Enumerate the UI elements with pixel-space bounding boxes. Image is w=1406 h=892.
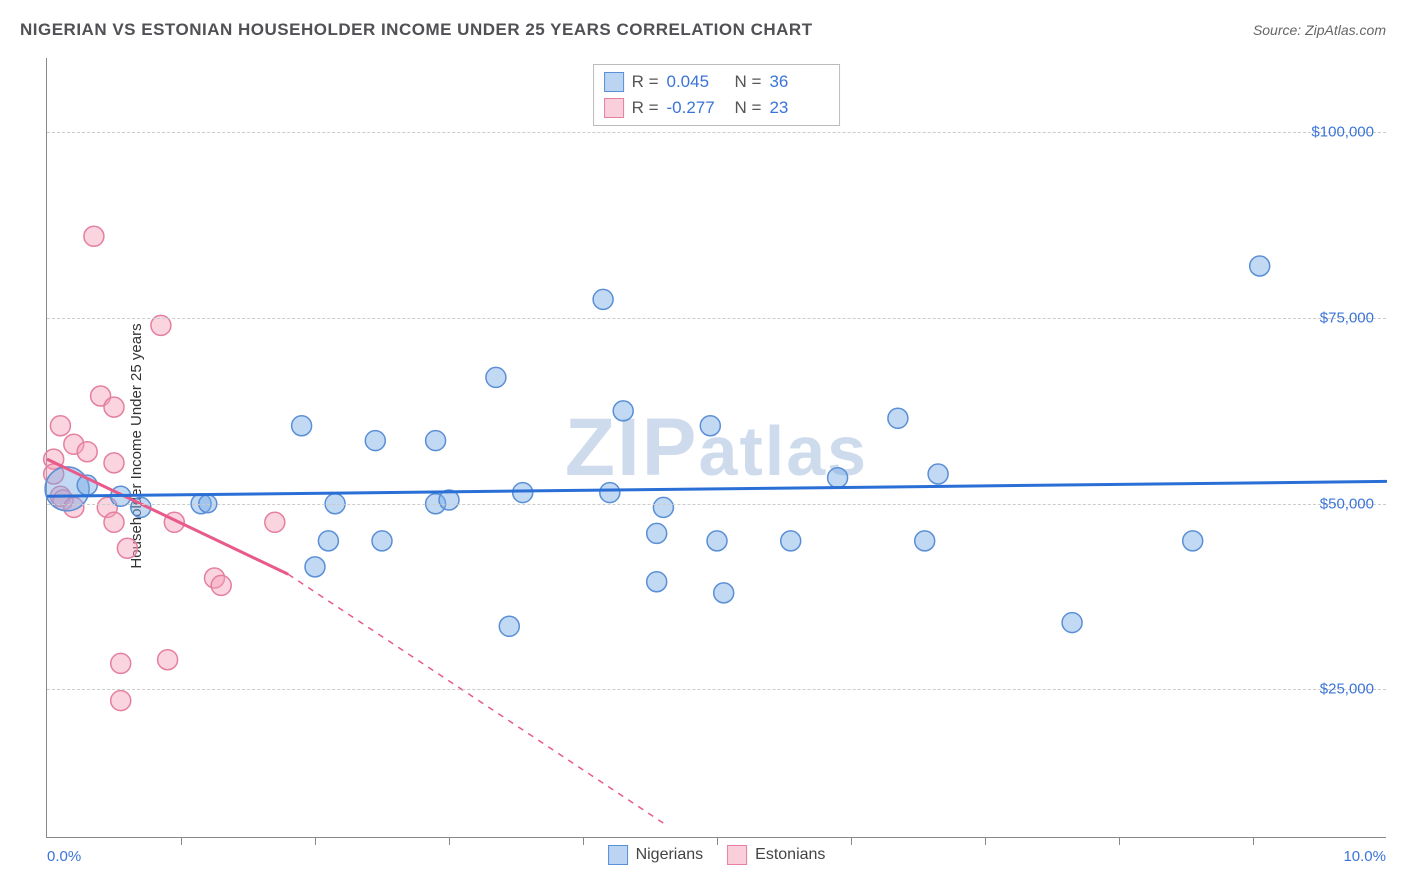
data-point <box>828 468 848 488</box>
data-point <box>1183 531 1203 551</box>
chart-plot-area: ZIPatlas R = 0.045 N = 36 R = -0.277 N =… <box>46 58 1386 838</box>
x-tick-mark <box>985 837 986 845</box>
data-point <box>265 512 285 532</box>
data-point <box>104 512 124 532</box>
data-point <box>647 523 667 543</box>
x-tick-mark <box>181 837 182 845</box>
swatch-pink-icon <box>727 845 747 865</box>
legend-row-blue: R = 0.045 N = 36 <box>604 69 830 95</box>
data-point <box>365 431 385 451</box>
gridline <box>47 132 1386 133</box>
data-point <box>600 483 620 503</box>
x-tick-mark <box>851 837 852 845</box>
data-point <box>372 531 392 551</box>
data-point <box>700 416 720 436</box>
swatch-blue-icon <box>608 845 628 865</box>
x-axis-label-right: 10.0% <box>1343 848 1386 865</box>
y-tick-label: $75,000 <box>1320 310 1374 327</box>
legend-item-estonians: Estonians <box>727 845 825 865</box>
trend-line <box>47 481 1387 496</box>
x-tick-mark <box>1253 837 1254 845</box>
data-point <box>111 691 131 711</box>
series-legend: Nigerians Estonians <box>608 845 826 865</box>
chart-title: NIGERIAN VS ESTONIAN HOUSEHOLDER INCOME … <box>20 20 813 40</box>
x-tick-mark <box>583 837 584 845</box>
data-point <box>915 531 935 551</box>
data-point <box>111 653 131 673</box>
x-tick-mark <box>315 837 316 845</box>
gridline <box>47 689 1386 690</box>
data-point <box>613 401 633 421</box>
source-attribution: Source: ZipAtlas.com <box>1253 22 1386 38</box>
data-point <box>426 431 446 451</box>
y-tick-label: $25,000 <box>1320 681 1374 698</box>
legend-item-nigerians: Nigerians <box>608 845 704 865</box>
correlation-legend: R = 0.045 N = 36 R = -0.277 N = 23 <box>593 64 841 126</box>
data-point <box>653 497 673 517</box>
scatter-svg <box>47 58 1386 837</box>
data-point <box>647 572 667 592</box>
chart-header: NIGERIAN VS ESTONIAN HOUSEHOLDER INCOME … <box>20 20 1386 40</box>
data-point <box>305 557 325 577</box>
data-point <box>77 442 97 462</box>
data-point <box>292 416 312 436</box>
trend-line <box>288 574 663 823</box>
data-point <box>50 416 70 436</box>
x-tick-mark <box>449 837 450 845</box>
swatch-blue <box>604 72 624 92</box>
legend-row-pink: R = -0.277 N = 23 <box>604 95 830 121</box>
data-point <box>781 531 801 551</box>
data-point <box>486 367 506 387</box>
data-point <box>211 575 231 595</box>
x-tick-mark <box>717 837 718 845</box>
data-point <box>84 226 104 246</box>
y-tick-label: $100,000 <box>1311 124 1374 141</box>
data-point <box>104 397 124 417</box>
gridline <box>47 318 1386 319</box>
data-point <box>928 464 948 484</box>
data-point <box>117 538 137 558</box>
x-axis-label-left: 0.0% <box>47 848 81 865</box>
y-tick-label: $50,000 <box>1320 495 1374 512</box>
data-point <box>499 616 519 636</box>
gridline <box>47 504 1386 505</box>
data-point <box>158 650 178 670</box>
x-tick-mark <box>1119 837 1120 845</box>
data-point <box>707 531 727 551</box>
data-point <box>1250 256 1270 276</box>
data-point <box>318 531 338 551</box>
data-point <box>714 583 734 603</box>
data-point <box>104 453 124 473</box>
trend-line <box>47 459 288 574</box>
swatch-pink <box>604 98 624 118</box>
data-point <box>593 289 613 309</box>
data-point <box>888 408 908 428</box>
data-point <box>1062 613 1082 633</box>
